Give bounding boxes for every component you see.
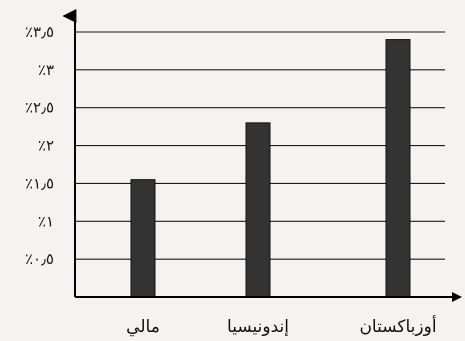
x-category-label: أوزباكستان xyxy=(359,315,436,337)
bar xyxy=(245,122,271,298)
x-category-label: إندونيسيا xyxy=(227,317,289,337)
y-tick-label: ٪١ xyxy=(38,212,54,230)
axes xyxy=(62,9,462,302)
x-category-labels: مالي إندونيسيا أوزباكستان xyxy=(126,315,436,337)
bar xyxy=(385,39,411,298)
x-category-label: مالي xyxy=(126,317,160,337)
y-tick-label: ٪٢٫٥ xyxy=(25,99,54,117)
y-tick-label: ٪٣ xyxy=(38,61,54,79)
bar xyxy=(130,179,156,298)
y-tick-labels: ٪۰٫٥ ٪١ ٪١٫٥ ٪٢ ٪٢٫٥ ٪٣ ٪٣٫٥ xyxy=(25,23,54,268)
y-tick-label: ٪۰٫٥ xyxy=(25,250,54,268)
y-tick-label: ٪٢ xyxy=(38,137,54,155)
y-tick-label: ٪١٫٥ xyxy=(25,174,54,192)
y-tick-label: ٪٣٫٥ xyxy=(25,23,54,41)
x-axis-arrowhead xyxy=(452,292,462,302)
